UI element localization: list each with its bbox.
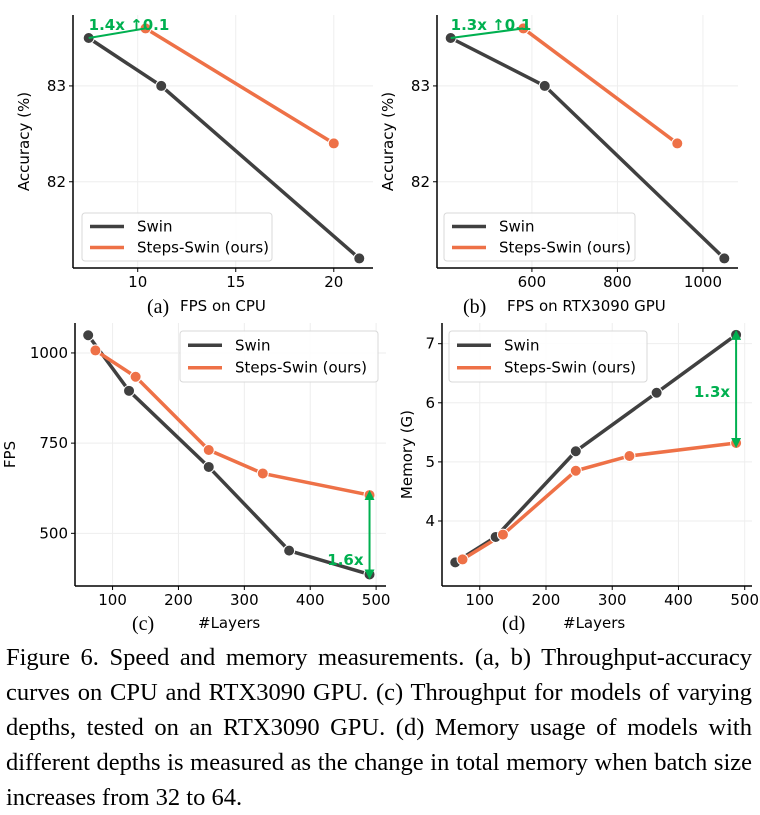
legend-label: Swin — [504, 336, 539, 354]
legend: Swin Steps-Swin (ours) — [81, 212, 273, 262]
y-tick-label: 82 — [47, 173, 66, 191]
annotation-label: 1.3x — [694, 383, 731, 401]
x-tick-label: 1000 — [684, 273, 722, 291]
chart-panel-d: 100 200 300 400 500 4 5 6 7 Memory (G) (d) #Layers 1… — [398, 323, 759, 635]
y-axis-title: Accuracy (%) — [379, 92, 397, 191]
x-tick-label: 500 — [362, 591, 391, 609]
chart-panel-a: 10 15 20 82 83 Accuracy (%) (a) FPS on CPU 1.4x … — [15, 15, 373, 318]
data-point-swin — [82, 329, 95, 342]
x-tick-label: 20 — [324, 273, 343, 291]
y-tick-label: 750 — [39, 434, 68, 452]
panel-label: (b) — [463, 296, 486, 318]
data-point-swin — [353, 252, 366, 265]
data-point-steps-swin — [569, 464, 582, 477]
data-point-swin — [155, 79, 168, 92]
annotation-line — [88, 27, 146, 39]
y-axis-title: Accuracy (%) — [15, 92, 33, 191]
legend: Swin Steps-Swin (ours) — [179, 330, 379, 383]
data-point-steps-swin — [671, 137, 684, 150]
legend-box — [179, 330, 379, 383]
legend-label: Swin — [499, 217, 534, 235]
legend-label: Swin — [137, 217, 172, 235]
data-point-steps-swin — [89, 344, 102, 357]
annotation-label: 1.3x ↑0.1 — [451, 16, 532, 34]
data-point-swin — [650, 386, 663, 399]
x-axis-title: FPS on CPU — [180, 297, 266, 315]
data-point-swin — [718, 252, 731, 265]
legend-label: Steps-Swin (ours) — [137, 239, 269, 257]
chart-panel-c: 100 200 300 400 500 500 750 1000 FPS (c) #Layers 1.… — [1, 323, 390, 635]
legend-box — [448, 330, 648, 383]
data-point-steps-swin — [202, 443, 215, 456]
panel-label: (c) — [132, 613, 154, 635]
x-tick-label: 200 — [532, 591, 561, 609]
data-point-swin — [283, 544, 296, 557]
x-tick-label: 500 — [730, 591, 759, 609]
y-tick-label: 500 — [39, 524, 68, 542]
data-point-swin — [123, 384, 136, 397]
x-axis-title: FPS on RTX3090 GPU — [507, 297, 666, 315]
chart-panel-b: 600 800 1000 82 83 Accuracy (%) (b) FPS on RTX3… — [379, 15, 738, 318]
legend-box — [443, 212, 636, 262]
y-axis-title: Memory (G) — [398, 410, 416, 499]
data-point-steps-swin — [456, 553, 469, 566]
annotation-label: 1.6x — [327, 551, 364, 569]
x-tick-label: 100 — [465, 591, 494, 609]
y-tick-label: 6 — [425, 394, 435, 412]
x-tick-label: 800 — [603, 273, 632, 291]
legend-label: Steps-Swin (ours) — [235, 359, 367, 377]
x-axis-title: #Layers — [198, 614, 260, 632]
legend: Swin Steps-Swin (ours) — [443, 212, 636, 262]
data-point-swin — [538, 79, 551, 92]
x-tick-label: 200 — [164, 591, 193, 609]
data-point-steps-swin — [256, 467, 269, 480]
y-tick-label: 83 — [411, 77, 430, 95]
x-tick-label: 300 — [230, 591, 259, 609]
legend-label: Swin — [235, 336, 270, 354]
data-point-steps-swin — [496, 528, 509, 541]
x-tick-label: 600 — [518, 273, 547, 291]
series-line-steps-swin — [144, 26, 335, 145]
y-tick-label: 5 — [425, 453, 435, 471]
x-tick-label: 15 — [226, 273, 245, 291]
y-axis-title: FPS — [1, 441, 19, 468]
charts-area: 10 15 20 82 83 Accuracy (%) (a) FPS on CPU 1.4x … — [1, 15, 759, 635]
x-tick-label: 400 — [296, 591, 325, 609]
x-tick-label: 10 — [128, 273, 147, 291]
panel-label: (a) — [147, 296, 169, 318]
x-tick-label: 100 — [98, 591, 127, 609]
x-axis-title: #Layers — [563, 614, 625, 632]
series-line-steps-swin — [461, 441, 737, 561]
data-point-steps-swin — [327, 137, 340, 150]
y-tick-label: 4 — [425, 512, 435, 530]
y-tick-label: 83 — [47, 77, 66, 95]
data-point-swin — [569, 445, 582, 458]
y-tick-label: 82 — [411, 173, 430, 191]
data-point-steps-swin — [129, 370, 142, 383]
series-line-steps-swin — [522, 27, 679, 145]
legend: Swin Steps-Swin (ours) — [448, 330, 648, 383]
annotation-line — [450, 27, 524, 39]
legend-label: Steps-Swin (ours) — [504, 359, 636, 377]
figure-caption: Figure 6. Speed and memory measurements.… — [6, 644, 752, 811]
x-tick-label: 400 — [664, 591, 693, 609]
panel-label: (d) — [502, 613, 525, 635]
data-point-swin — [202, 460, 215, 473]
x-tick-label: 300 — [598, 591, 627, 609]
legend-box — [81, 212, 273, 262]
data-point-steps-swin — [623, 449, 636, 462]
y-tick-label: 1000 — [30, 344, 68, 362]
legend-label: Steps-Swin (ours) — [499, 239, 631, 257]
annotation-label: 1.4x ↑0.1 — [89, 16, 170, 34]
y-tick-label: 7 — [425, 335, 435, 353]
